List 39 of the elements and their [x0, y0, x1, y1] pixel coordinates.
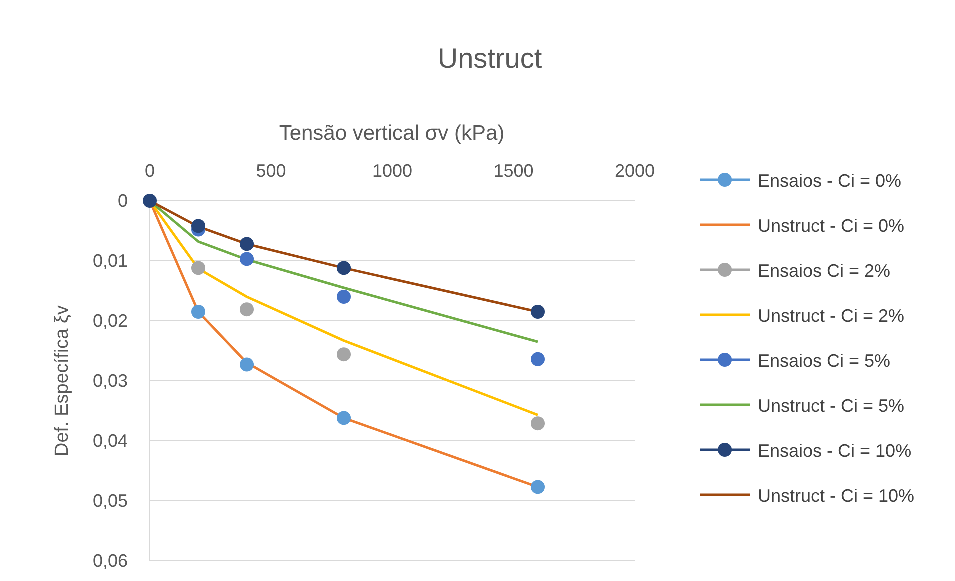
chart-title: Unstruct	[438, 43, 542, 74]
point	[143, 194, 157, 208]
x-tick-label: 0	[144, 161, 156, 181]
x-tick-label: 1000	[372, 161, 413, 181]
point	[192, 219, 206, 234]
point	[240, 252, 254, 266]
y-axis-title: Def. Específica ξv	[52, 304, 73, 457]
y-tick-label: 0,05	[92, 491, 128, 511]
legend-label: Ensaios Ci = 2%	[758, 261, 891, 281]
y-tick-label: 0,04	[92, 431, 128, 451]
x-tick-label: 1500	[494, 161, 534, 181]
y-tick-label: 0,03	[92, 371, 128, 391]
point	[531, 352, 545, 366]
point	[337, 411, 351, 426]
y-tick-label: 0,06	[92, 551, 128, 571]
point	[337, 261, 351, 276]
point	[531, 305, 545, 319]
point	[337, 348, 351, 362]
x-tick-label: 500	[256, 161, 286, 181]
point	[531, 416, 545, 431]
x-tick-label: 2000	[614, 161, 656, 181]
legend-label: Unstruct - Ci = 10%	[758, 486, 915, 506]
legend-label: Ensaios - Ci = 10%	[758, 441, 912, 461]
legend-label: Ensaios Ci = 5%	[758, 351, 891, 371]
point	[240, 302, 254, 317]
legend-label: Unstruct - Ci = 0%	[758, 216, 905, 236]
point	[192, 261, 206, 276]
point	[192, 305, 206, 319]
y-tick-label: 0	[118, 191, 128, 211]
point	[240, 358, 254, 372]
legend-label: Ensaios - Ci = 0%	[758, 171, 902, 191]
y-tick-label: 0,01	[92, 251, 128, 271]
y-tick-label: 0,02	[92, 311, 128, 331]
point	[337, 290, 351, 304]
point	[531, 480, 545, 494]
legend-label: Unstruct - Ci = 2%	[758, 306, 905, 326]
x-axis-title: Tensão vertical σv (kPa)	[279, 122, 505, 145]
point	[240, 237, 254, 252]
legend-label: Unstruct - Ci = 5%	[758, 396, 905, 416]
